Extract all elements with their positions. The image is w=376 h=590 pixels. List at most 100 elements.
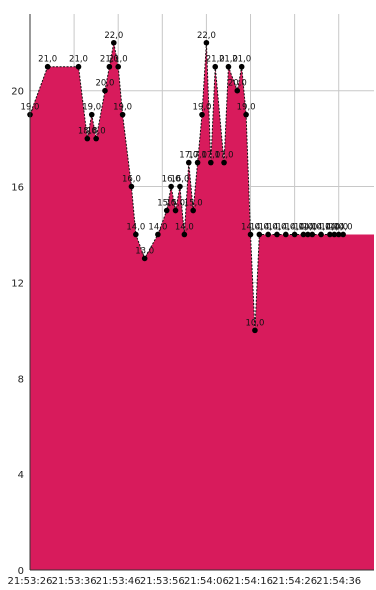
series-points: [27, 39, 346, 334]
data-label: 20,0: [96, 79, 115, 89]
data-label: 14,0: [126, 222, 145, 232]
data-point: [106, 63, 113, 70]
data-point: [199, 111, 205, 118]
x-tick-label: 21:54:36: [316, 576, 361, 587]
data-point: [168, 183, 174, 190]
data-label: 14,0: [312, 222, 331, 232]
data-point: [155, 231, 161, 238]
series-line: [29, 42, 344, 331]
data-label: 14,0: [268, 222, 287, 232]
data-point: [256, 231, 263, 238]
data-label: 22,0: [197, 31, 216, 41]
data-point: [119, 111, 126, 118]
data-point: [247, 231, 254, 238]
data-labels: 19,021,0 21,018,019,018,020,021,022,021,0…: [21, 31, 353, 329]
data-label: 17,0: [215, 151, 234, 161]
data-point: [110, 39, 117, 46]
data-point: [203, 39, 210, 46]
data-label: 21,0: [38, 55, 57, 65]
data-point: [252, 327, 258, 334]
data-point: [300, 231, 307, 238]
data-label: 21,0: [100, 55, 119, 65]
data-point: [291, 231, 298, 238]
data-label: 21,0: [232, 55, 251, 65]
x-axis: 21:53:26 21:53:36 21:53:46 21:53:56 21:54:06…: [8, 569, 374, 587]
data-label: 16,0: [162, 175, 181, 185]
data-label: 14,0: [303, 222, 322, 232]
data-label: 14,0: [276, 222, 295, 232]
data-label: 14,0: [329, 222, 348, 232]
data-point: [141, 255, 148, 262]
data-point: [190, 207, 196, 214]
data-label: 14,0: [250, 222, 269, 232]
data-label: 15,0: [184, 199, 203, 209]
data-point: [225, 63, 232, 70]
data-point: [265, 231, 271, 238]
data-label: 18,0: [78, 127, 97, 137]
data-point: [185, 159, 192, 166]
data-point: [115, 63, 122, 70]
data-label: 14,0: [175, 222, 194, 232]
data-label: 14,0: [259, 222, 278, 232]
x-tick-label: 21:53:46: [96, 576, 141, 587]
data-point: [221, 159, 227, 166]
data-point: [309, 231, 316, 238]
data-label: 16,0: [170, 175, 189, 185]
data-point: [274, 231, 280, 238]
data-point: [212, 63, 219, 70]
x-tick-label: 21:54:26: [272, 576, 317, 587]
data-point: [128, 183, 135, 190]
data-label: 19,0: [193, 103, 212, 113]
data-point: [172, 207, 179, 214]
data-point: [327, 231, 333, 238]
data-label: 14,0: [285, 222, 304, 232]
data-label: 14,0: [320, 222, 339, 232]
data-label: 22,0: [104, 31, 123, 41]
data-label: 14,0: [148, 222, 167, 232]
data-point: [84, 135, 91, 142]
data-label: 15,0: [166, 199, 185, 209]
data-point: [331, 231, 338, 238]
data-point: [133, 231, 139, 238]
data-point: [75, 63, 82, 70]
data-label: 14,0: [334, 222, 353, 232]
data-label: 14,0: [294, 222, 313, 232]
data-label: 13,0: [135, 246, 154, 256]
data-point: [318, 231, 324, 238]
data-point: [238, 63, 245, 70]
data-label: 10,0: [245, 318, 264, 328]
data-label: 14,0: [325, 222, 344, 232]
data-point: [335, 231, 342, 238]
y-tick-label: 4: [18, 470, 24, 481]
x-tick-label: 21:53:26: [8, 576, 53, 587]
series-area: [30, 42, 374, 570]
data-point: [340, 231, 346, 238]
y-tick-label: 20: [11, 87, 24, 98]
y-tick-label: 12: [11, 278, 24, 289]
data-label: 19,0: [82, 103, 101, 113]
x-tick-label: 21:54:16: [228, 576, 273, 587]
data-label: 17,0: [188, 151, 207, 161]
data-label: 21,0: [109, 55, 128, 65]
data-label: 17,0: [201, 151, 220, 161]
data-point: [181, 231, 188, 238]
data-label: 17,0: [179, 151, 198, 161]
data-point: [305, 231, 311, 238]
data-label: 21,0: [219, 55, 238, 65]
data-point: [102, 87, 108, 94]
data-label: 21,0: [69, 55, 88, 65]
data-label: 19,0: [113, 103, 132, 113]
x-tick-label: 21:53:36: [52, 576, 97, 587]
data-point: [177, 183, 183, 190]
data-point: [93, 135, 99, 142]
data-label: 19,0: [237, 103, 256, 113]
data-point: [88, 111, 95, 118]
data-point: [44, 63, 51, 70]
y-tick-label: 8: [18, 374, 24, 385]
data-label: 20,0: [228, 79, 247, 89]
x-tick-label: 21:54:06: [184, 576, 229, 587]
data-point: [234, 87, 241, 94]
x-tick-label: 21:53:56: [140, 576, 185, 587]
data-label: 18,0: [87, 127, 106, 137]
